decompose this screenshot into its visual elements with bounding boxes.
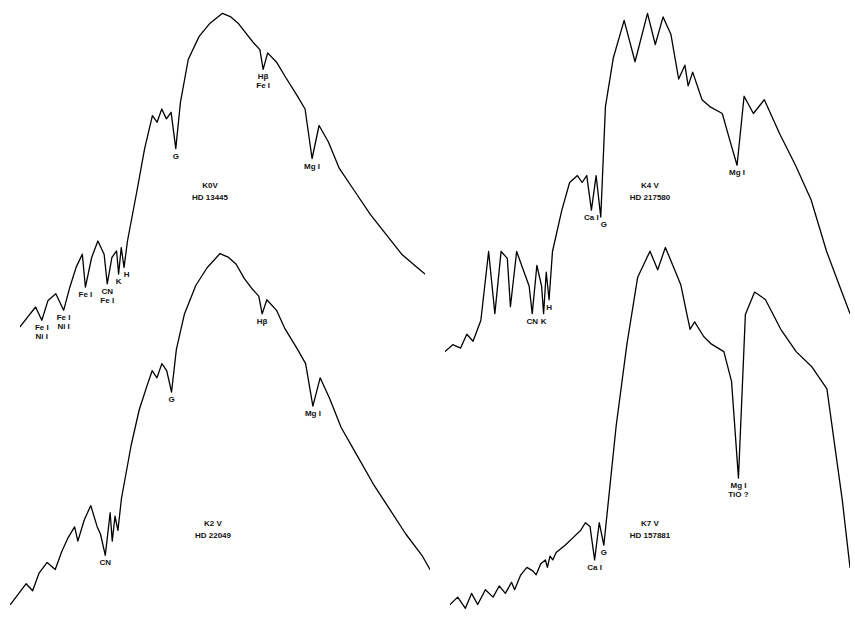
panel-title: K2 V <box>204 519 222 528</box>
spectrum-panel: K4 V HD 217580 CNKH Ca IG Mg I <box>445 13 850 351</box>
line-id-text: Ni I <box>57 322 69 331</box>
line-id-text: CN <box>101 287 113 296</box>
line-id-text: H <box>124 270 130 279</box>
line-id: G <box>168 395 174 404</box>
line-id-text: Ni I <box>36 332 48 341</box>
line-id-text: Fe I <box>79 290 93 299</box>
line-id-text: Ca I <box>584 213 599 222</box>
marks <box>445 13 850 351</box>
line-id-text: Mg I <box>730 481 746 490</box>
panel-title: K4 V <box>641 181 659 190</box>
line-id: Mg I <box>729 168 745 177</box>
spectrum-line <box>10 254 430 605</box>
spectrum-panel: K7 V HD 157881 Ca I G Mg ITiO ? <box>450 247 850 608</box>
line-id-text: Fe I <box>35 323 49 332</box>
line-id: Mg ITiO ? <box>728 481 748 499</box>
marks <box>20 13 425 327</box>
panel-title: K0V <box>202 181 218 190</box>
panel-title: K7 V <box>641 519 659 528</box>
line-id-text: CN <box>100 558 112 567</box>
line-id-text: Mg I <box>305 409 321 418</box>
line-id: G <box>601 548 607 557</box>
line-id: CNFe I <box>100 287 114 305</box>
panel-subtitle: HD 13445 <box>192 193 229 202</box>
labels: K4 V HD 217580 CNKH Ca IG Mg I <box>526 168 745 325</box>
line-id: Fe I <box>79 290 93 299</box>
line-id: G <box>601 220 607 229</box>
line-id-text: G <box>173 152 179 161</box>
marks <box>450 247 850 608</box>
line-id-text: Hβ <box>258 72 269 81</box>
line-id-text: K <box>541 317 547 326</box>
spectrum-panel: K2 V HD 22049 CN G Hβ Mg I <box>10 254 430 605</box>
line-id: Ca I <box>584 213 599 222</box>
labels: K0VHD 13445Fe INi IFe INi IFe ICNFe IKHG… <box>35 72 320 341</box>
line-id: Mg I <box>304 162 320 171</box>
spectrum-line <box>20 13 425 327</box>
labels: K2 V HD 22049 CN G Hβ Mg I <box>100 317 321 567</box>
panel-subtitle: HD 22049 <box>195 531 232 540</box>
line-id: G <box>173 152 179 161</box>
line-id-text: Mg I <box>729 168 745 177</box>
line-id-text: G <box>601 548 607 557</box>
line-id: K <box>541 317 547 326</box>
line-id-text: Fe I <box>57 313 71 322</box>
line-id-text: Hβ <box>257 317 268 326</box>
line-id-text: K <box>116 277 122 286</box>
panel-subtitle: HD 157881 <box>630 531 671 540</box>
line-id: Hβ <box>257 317 268 326</box>
spectrum-panel: K0VHD 13445Fe INi IFe INi IFe ICNFe IKHG… <box>20 13 425 341</box>
panel-subtitle: HD 217580 <box>630 193 671 202</box>
line-id-text: G <box>168 395 174 404</box>
spectrum-line <box>445 13 850 351</box>
background <box>0 0 855 617</box>
line-id: CN <box>100 558 112 567</box>
line-id: Fe INi I <box>35 323 49 341</box>
line-id-text: G <box>601 220 607 229</box>
line-id-text: Mg I <box>304 162 320 171</box>
line-id-text: Ca I <box>587 563 602 572</box>
marks <box>10 254 430 605</box>
line-id: Ca I <box>587 563 602 572</box>
line-id-text: H <box>546 303 552 312</box>
spectrum-line <box>450 247 850 608</box>
line-id-text: Fe I <box>100 296 114 305</box>
line-id: H <box>546 303 552 312</box>
line-id: K <box>116 277 122 286</box>
line-id-text: Fe I <box>256 81 270 90</box>
line-id: CN <box>526 317 538 326</box>
line-id-text: TiO ? <box>728 490 748 499</box>
line-id: H <box>124 270 130 279</box>
line-id-text: CN <box>526 317 538 326</box>
spectra-figure: K0VHD 13445Fe INi IFe INi IFe ICNFe IKHG… <box>0 0 855 617</box>
line-id: HβFe I <box>256 72 270 90</box>
labels: K7 V HD 157881 Ca I G Mg ITiO ? <box>587 481 748 572</box>
line-id: Mg I <box>305 409 321 418</box>
line-id: Fe INi I <box>57 313 71 331</box>
